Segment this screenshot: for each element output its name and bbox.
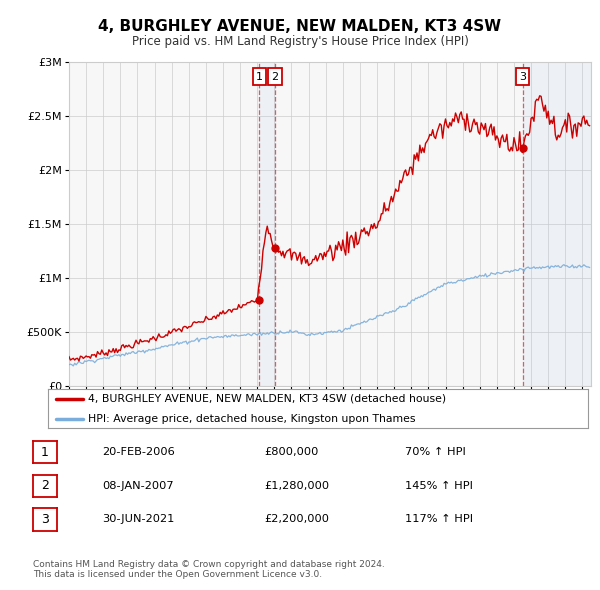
Text: 4, BURGHLEY AVENUE, NEW MALDEN, KT3 4SW: 4, BURGHLEY AVENUE, NEW MALDEN, KT3 4SW [98,19,502,34]
Text: 3: 3 [519,71,526,81]
Text: Contains HM Land Registry data © Crown copyright and database right 2024.
This d: Contains HM Land Registry data © Crown c… [33,560,385,579]
Text: 1: 1 [256,71,263,81]
Text: 20-FEB-2006: 20-FEB-2006 [102,447,175,457]
Text: 4, BURGHLEY AVENUE, NEW MALDEN, KT3 4SW (detached house): 4, BURGHLEY AVENUE, NEW MALDEN, KT3 4SW … [89,394,446,404]
Text: 1: 1 [41,445,49,459]
Text: 2: 2 [41,479,49,493]
Bar [523,62,591,386]
Text: £2,200,000: £2,200,000 [264,514,329,525]
Text: 08-JAN-2007: 08-JAN-2007 [102,481,173,491]
Text: 145% ↑ HPI: 145% ↑ HPI [405,481,473,491]
Text: 30-JUN-2021: 30-JUN-2021 [102,514,175,525]
Text: Price paid vs. HM Land Registry's House Price Index (HPI): Price paid vs. HM Land Registry's House … [131,35,469,48]
Text: HPI: Average price, detached house, Kingston upon Thames: HPI: Average price, detached house, King… [89,414,416,424]
Text: 3: 3 [41,513,49,526]
Text: 2: 2 [271,71,278,81]
Text: £1,280,000: £1,280,000 [264,481,329,491]
Bar [259,62,275,386]
Text: 70% ↑ HPI: 70% ↑ HPI [405,447,466,457]
Text: 117% ↑ HPI: 117% ↑ HPI [405,514,473,525]
Text: £800,000: £800,000 [264,447,319,457]
